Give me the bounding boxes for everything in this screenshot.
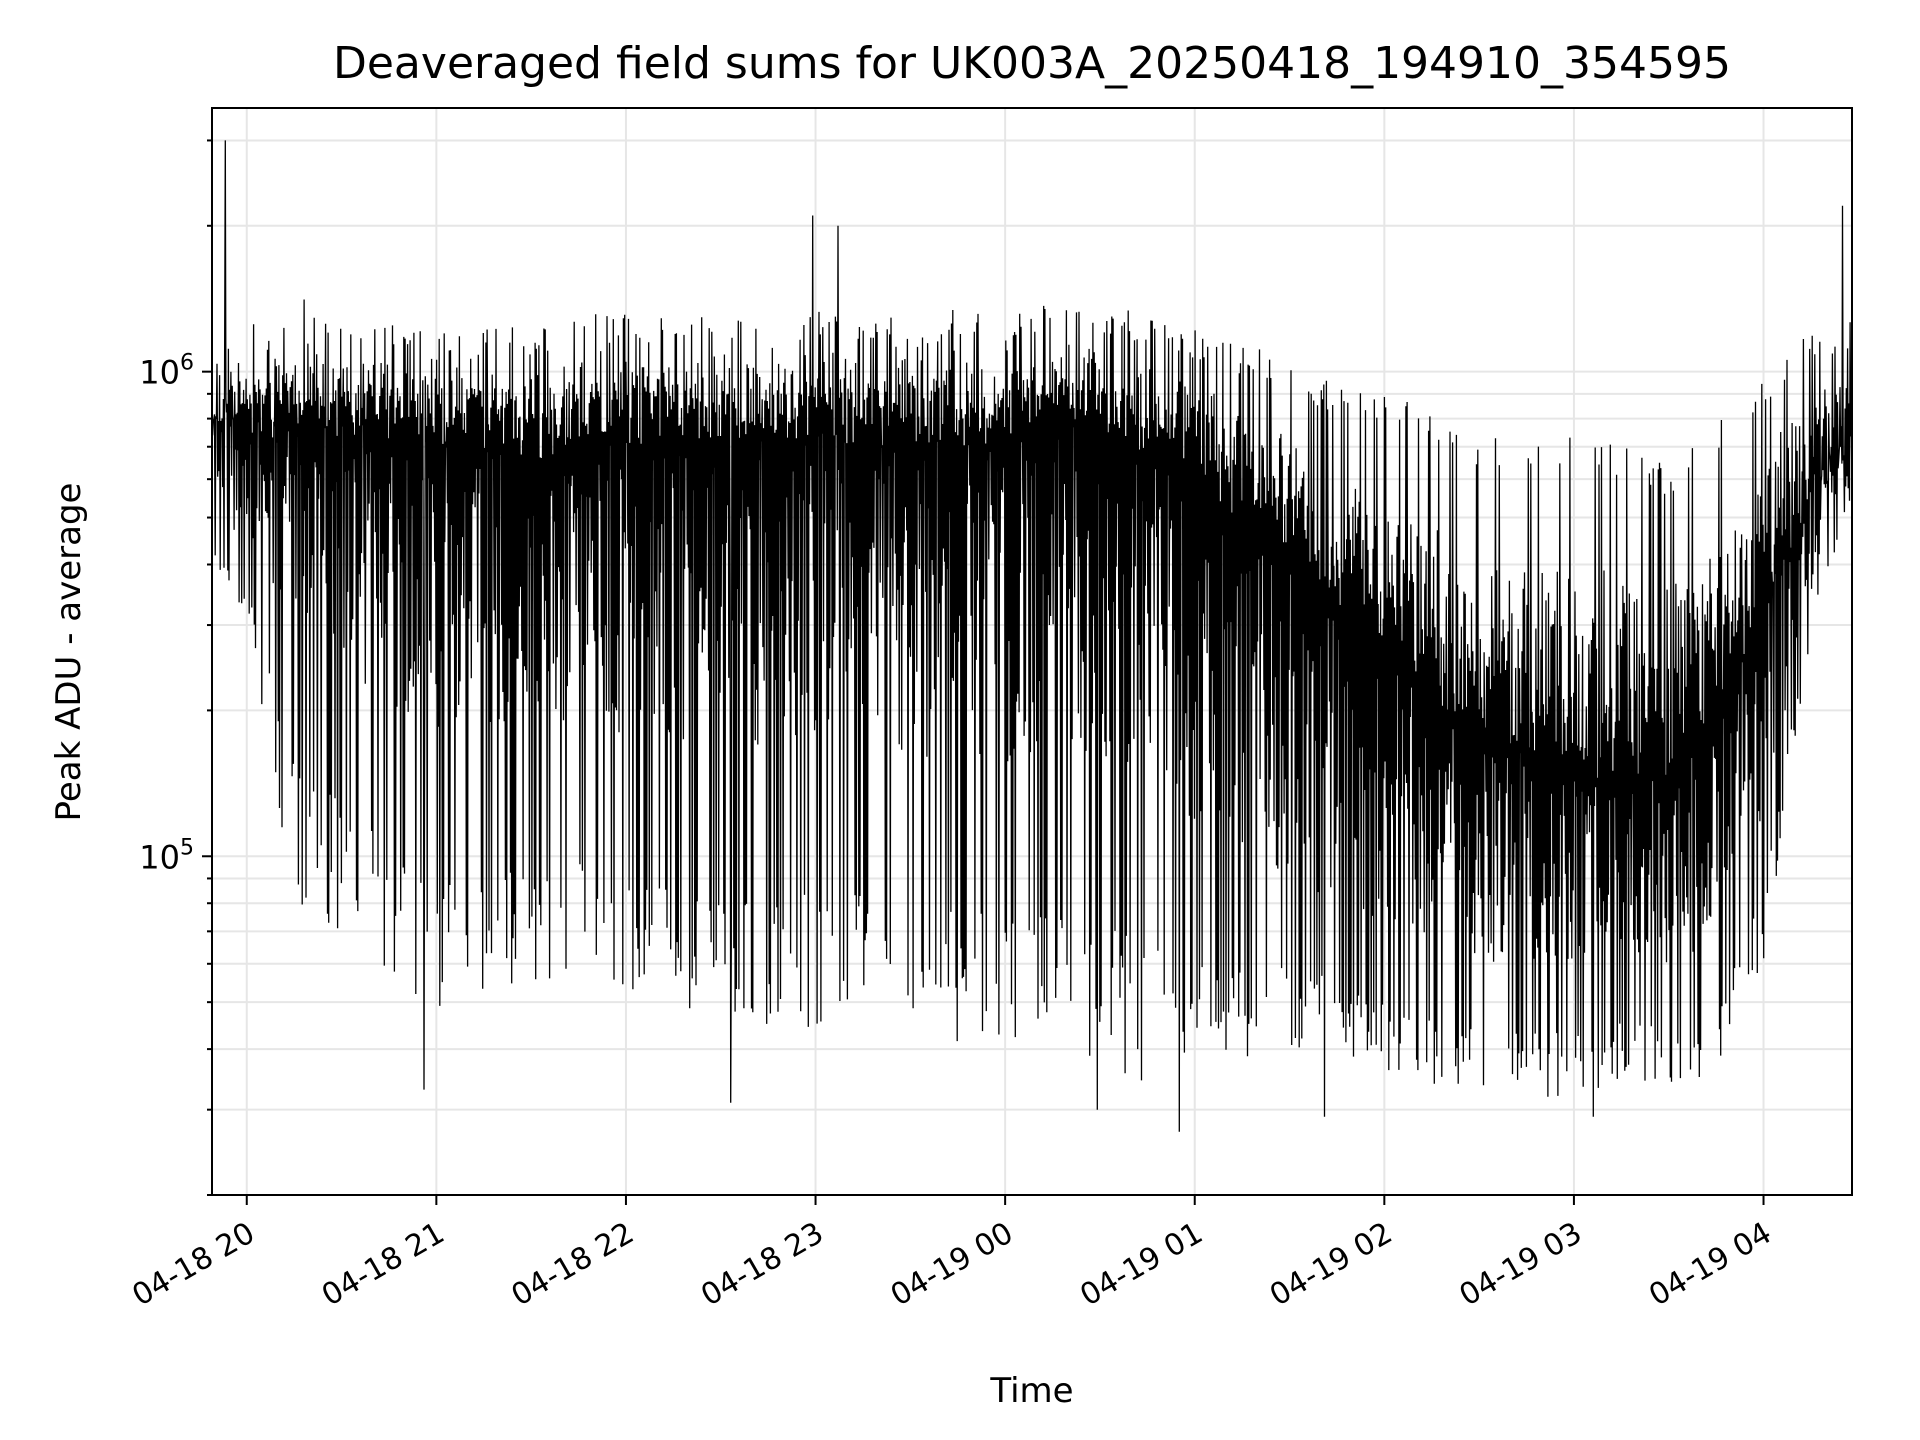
y-tick-label-exponent: 6 bbox=[180, 351, 194, 376]
series-layer bbox=[211, 140, 1853, 1132]
y-tick-label-base: 10 bbox=[139, 354, 180, 392]
y-tick-label-exponent: 5 bbox=[180, 835, 194, 860]
y-tick-label-base: 10 bbox=[139, 838, 180, 876]
series-line bbox=[211, 140, 1853, 1132]
y-axis-label: Peak ADU - average bbox=[49, 483, 89, 822]
y-tick-label: 106 bbox=[139, 351, 194, 392]
x-axis-label: Time bbox=[989, 1371, 1073, 1411]
plot-frame bbox=[211, 107, 1853, 1196]
chart-title: Deaveraged field sums for UK003A_2025041… bbox=[333, 38, 1731, 89]
y-tick-label: 105 bbox=[139, 835, 194, 876]
